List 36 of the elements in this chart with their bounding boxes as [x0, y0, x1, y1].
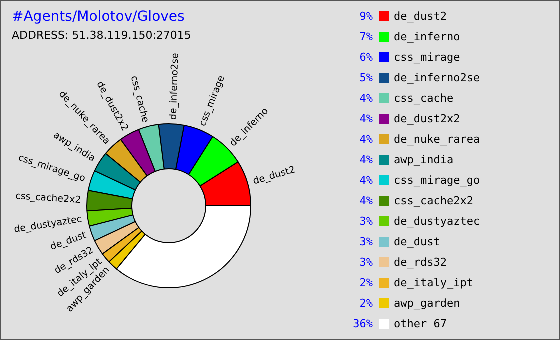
data-label: 4% [360, 92, 374, 105]
data-label: 7% [360, 30, 374, 44]
data-label: 9% [360, 10, 374, 23]
text: ADDRESS: 51.38.119.150:27015 [12, 29, 192, 42]
slice-label: de_inferno2se [168, 52, 182, 120]
data-label: 2% [360, 276, 374, 290]
data-label: 4% [360, 174, 374, 187]
chart-title: #Agents/Molotov/Gloves [12, 9, 185, 25]
data-label: 4% [360, 133, 374, 146]
legend-label: de_rds32 [394, 256, 447, 269]
legend-label: de_dust [394, 236, 440, 248]
data-label: 2% [360, 297, 374, 310]
legend-label: css_cache2x2 [394, 194, 474, 208]
legend-label: de_dustyaztec [394, 215, 480, 228]
data-label: 3% [360, 256, 374, 269]
legend-label: css_mirage_go [394, 174, 480, 187]
data-label: 5% [360, 72, 374, 84]
data-label: 4% [360, 194, 374, 208]
data-label: 4% [360, 112, 374, 126]
legend-label: other 67 [394, 318, 447, 330]
legend-label: awp_india [394, 154, 454, 166]
data-label: 6% [360, 51, 374, 64]
slice-label: css_cache2x2 [15, 190, 82, 206]
legend-label: css_cache [394, 92, 454, 105]
data-label: 3% [360, 236, 374, 248]
legend-label: de_inferno [394, 30, 460, 44]
data-label: 3% [360, 215, 374, 228]
legend-label: de_dust2 [394, 10, 447, 23]
legend-label: de_inferno2se [394, 72, 480, 84]
legend-label: de_nuke_rarea [394, 133, 480, 146]
legend-label: awp_garden [394, 297, 460, 310]
data-label: 36% [353, 318, 374, 330]
data-label: 4% [360, 154, 374, 166]
legend-label: de_dust2x2 [394, 112, 460, 126]
legend-label: css_mirage [394, 51, 460, 64]
legend-label: de_italy_ipt [394, 276, 474, 290]
